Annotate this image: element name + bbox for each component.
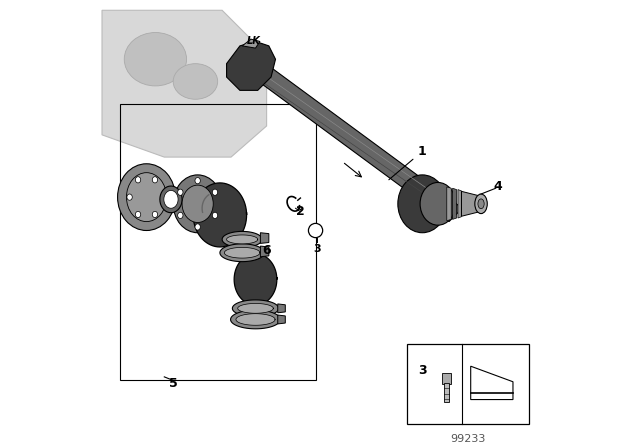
Ellipse shape <box>195 177 200 184</box>
Text: 4: 4 <box>493 180 502 193</box>
Polygon shape <box>237 303 273 313</box>
Ellipse shape <box>212 189 218 195</box>
Ellipse shape <box>173 175 222 233</box>
Polygon shape <box>278 304 285 313</box>
Text: 3: 3 <box>418 364 426 377</box>
Text: 5: 5 <box>169 378 177 391</box>
Ellipse shape <box>152 211 157 218</box>
Ellipse shape <box>161 194 166 200</box>
Ellipse shape <box>420 182 456 225</box>
Bar <box>407 344 529 424</box>
Polygon shape <box>227 41 275 90</box>
Ellipse shape <box>127 194 132 200</box>
Polygon shape <box>227 235 258 244</box>
FancyBboxPatch shape <box>444 383 449 402</box>
Polygon shape <box>220 244 264 262</box>
Ellipse shape <box>118 164 175 231</box>
Text: 3: 3 <box>313 244 321 254</box>
Polygon shape <box>225 247 260 258</box>
Ellipse shape <box>136 211 141 218</box>
Polygon shape <box>452 188 456 220</box>
Ellipse shape <box>127 172 166 222</box>
Ellipse shape <box>308 224 323 237</box>
Polygon shape <box>164 190 178 208</box>
Polygon shape <box>458 190 461 218</box>
Polygon shape <box>236 314 275 325</box>
Text: 2: 2 <box>296 205 305 218</box>
Polygon shape <box>260 246 269 257</box>
Polygon shape <box>232 300 278 317</box>
Polygon shape <box>230 310 280 329</box>
Ellipse shape <box>475 194 487 214</box>
Polygon shape <box>260 233 269 243</box>
Ellipse shape <box>478 199 484 209</box>
Polygon shape <box>242 39 260 48</box>
Polygon shape <box>470 366 513 400</box>
Ellipse shape <box>124 33 186 86</box>
Ellipse shape <box>152 177 157 183</box>
Ellipse shape <box>178 212 183 219</box>
Polygon shape <box>193 183 246 247</box>
Polygon shape <box>234 254 277 305</box>
Polygon shape <box>447 187 451 221</box>
Ellipse shape <box>195 224 200 230</box>
Text: LK: LK <box>246 36 260 46</box>
Ellipse shape <box>173 64 218 99</box>
Ellipse shape <box>182 185 213 223</box>
Polygon shape <box>255 66 462 222</box>
Polygon shape <box>278 315 285 324</box>
FancyBboxPatch shape <box>442 373 451 384</box>
Ellipse shape <box>398 175 447 233</box>
Ellipse shape <box>212 212 218 219</box>
Text: 99233: 99233 <box>450 434 486 444</box>
Bar <box>120 103 316 379</box>
Polygon shape <box>461 191 479 216</box>
Text: 6: 6 <box>262 244 271 257</box>
Polygon shape <box>160 186 182 213</box>
Ellipse shape <box>178 189 183 195</box>
Ellipse shape <box>136 177 141 183</box>
Polygon shape <box>222 232 262 247</box>
Text: 1: 1 <box>389 145 427 180</box>
Polygon shape <box>102 10 267 157</box>
